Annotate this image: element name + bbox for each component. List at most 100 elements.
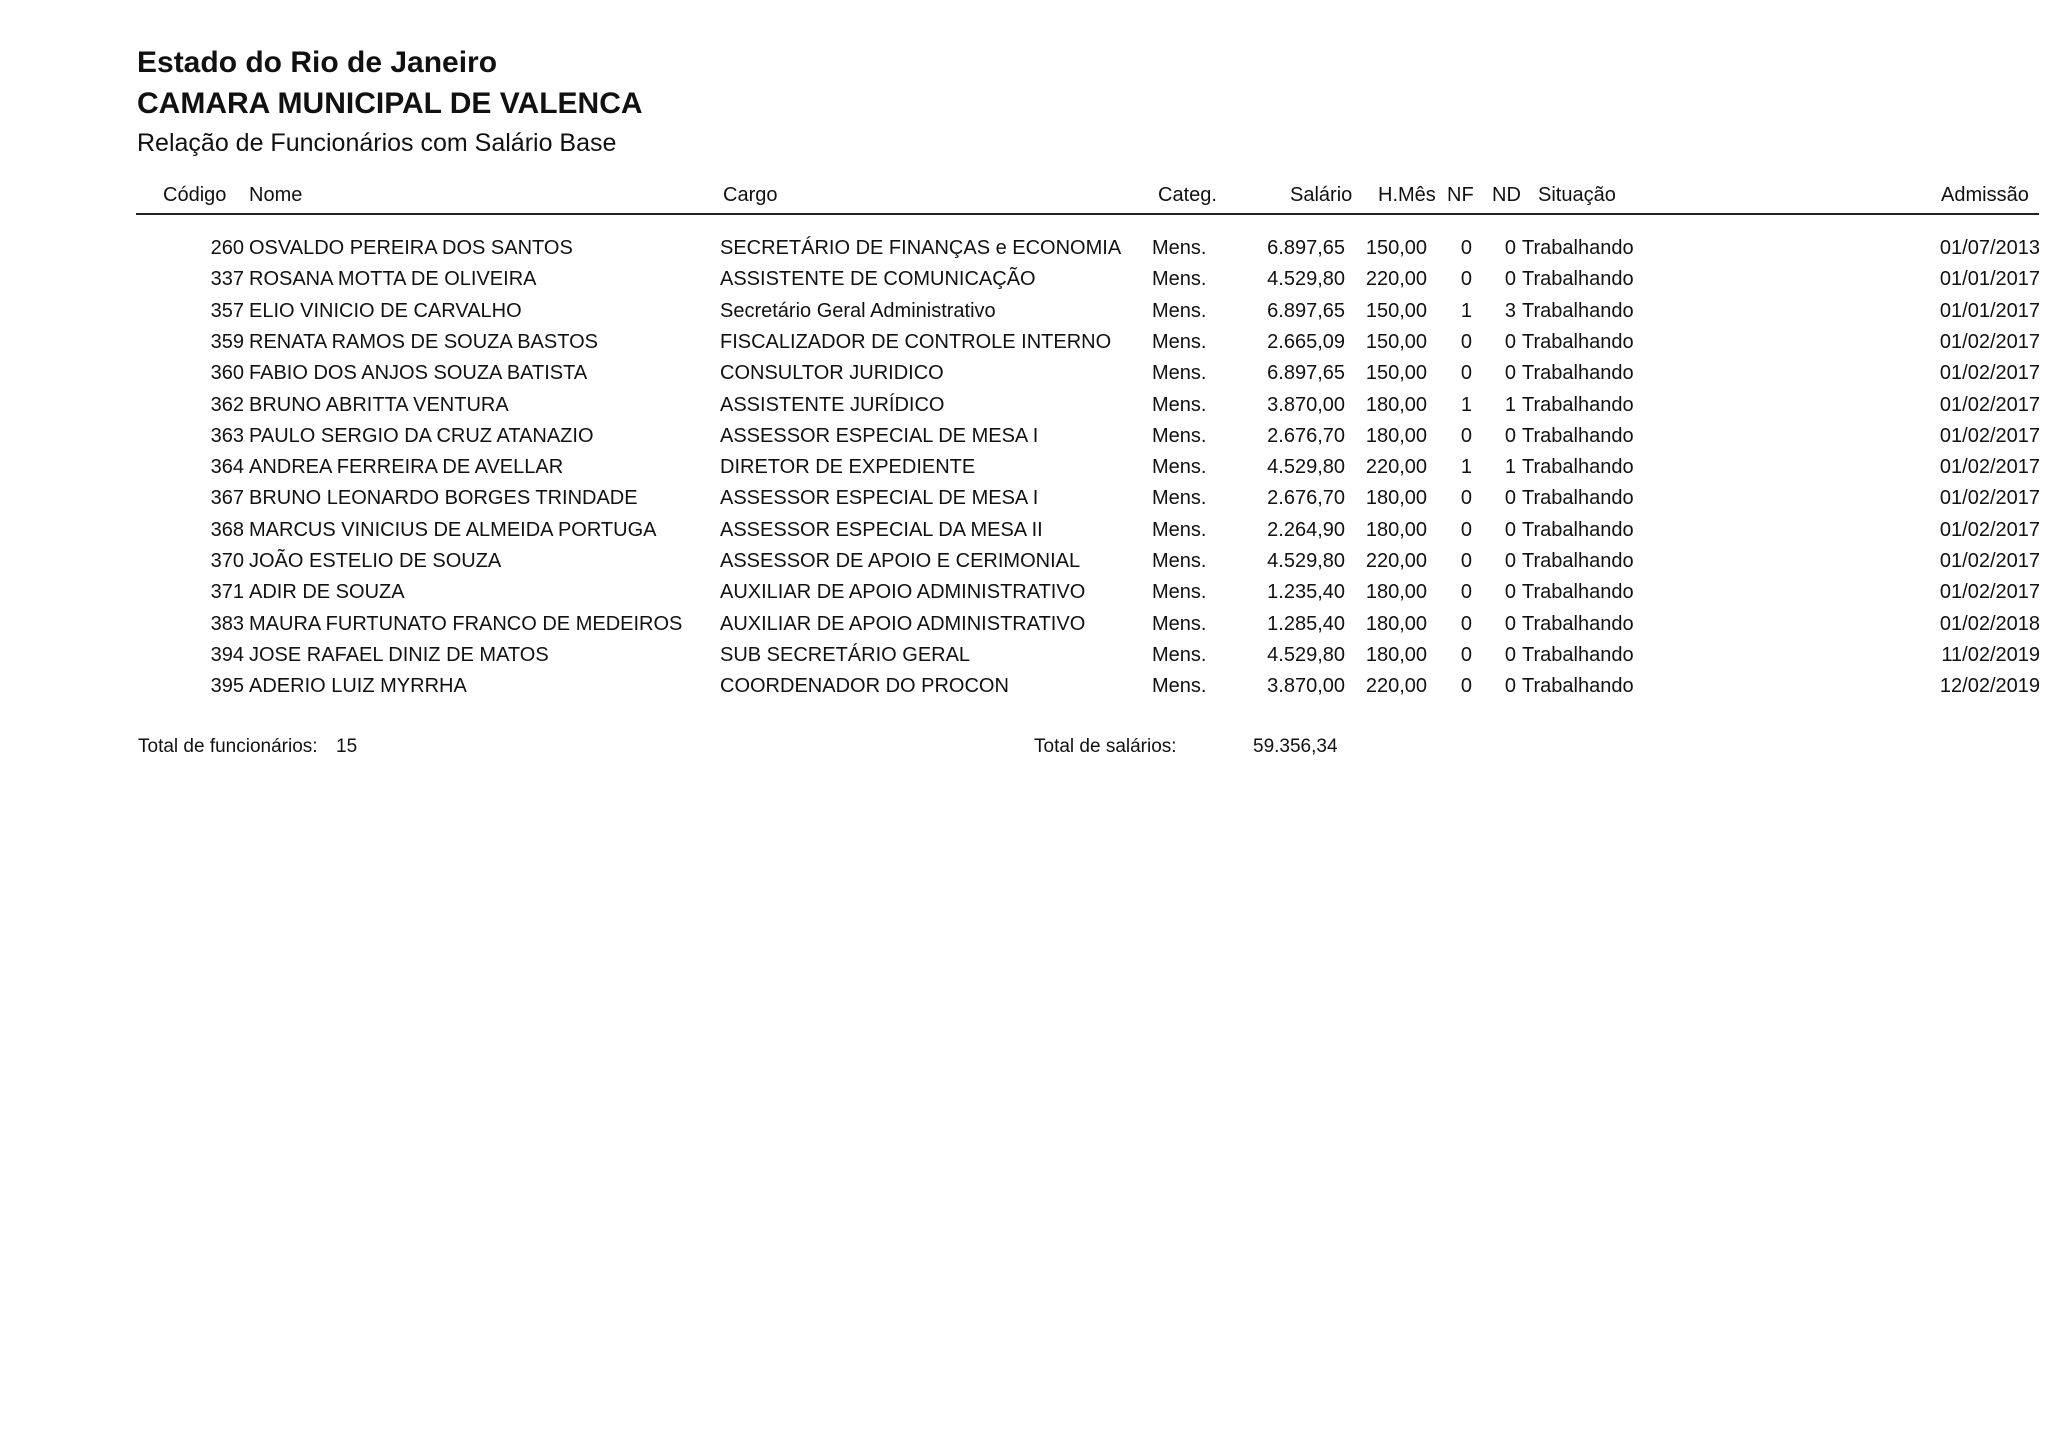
col-situacao: Situação [1538,184,1616,206]
cell-admissao: 01/02/2017 [1939,487,2040,510]
cell-situacao: Trabalhando [1522,299,1634,322]
cell-salario: 2.676,70 [1267,424,1345,447]
cell-nd: 3 [1504,299,1516,322]
table-row: 395 ADERIO LUIZ MYRRHA COORDENADOR DO PROC… [0,675,2056,706]
cell-situacao: Trabalhando [1522,362,1634,385]
cell-hmes: 150,00 [1365,330,1427,353]
cell-situacao: Trabalhando [1522,550,1634,572]
table-row: 357 ELIO VINICIO DE CARVALHO Secretário Ge… [0,300,2056,331]
total-salaries-label: Total de salários: [1034,736,1177,757]
cell-nome: ELIO VINICIO DE CARVALHO [249,299,522,322]
cell-situacao: Trabalhando [1522,675,1634,698]
cell-nf: 0 [1460,643,1472,666]
col-nome: Nome [249,184,303,206]
cell-categ: Mens. [1152,424,1207,447]
cell-categ: Mens. [1152,393,1207,416]
cell-nf: 0 [1460,330,1472,353]
table-row: 360 FABIO DOS ANJOS SOUZA BATISTA CONSULTO… [0,362,2056,393]
col-admissao: Admissão [1941,184,2029,206]
cell-salario: 4.529,80 [1267,456,1345,479]
table-row: 363 PAULO SERGIO DA CRUZ ATANAZIO ASSESSOR… [0,425,2056,456]
cell-nd: 1 [1504,393,1516,416]
cell-salario: 4.529,80 [1267,550,1345,572]
cell-nd: 0 [1504,237,1516,259]
cell-cargo: FISCALIZADOR DE CONTROLE INTERNO [720,330,1112,353]
cell-codigo: 357 [210,299,244,322]
cell-salario: 6.897,65 [1267,362,1345,385]
total-employees-value: 15 [336,736,358,757]
table-row: 367 BRUNO LEONARDO BORGES TRINDADE ASSESSO… [0,487,2056,518]
cell-nd: 0 [1504,330,1516,353]
cell-nf: 1 [1460,299,1472,322]
cell-categ: Mens. [1152,550,1207,572]
cell-salario: 2.264,90 [1267,518,1345,541]
table-row: 371 ADIR DE SOUZA AUXILIAR DE APOIO ADMINI… [0,581,2056,612]
table-row: 383 MAURA FURTUNATO FRANCO DE MEDEIROS AUX… [0,613,2056,644]
cell-categ: Mens. [1152,675,1207,698]
cell-nome: OSVALDO PEREIRA DOS SANTOS [249,237,573,259]
cell-nome: ANDREA FERREIRA DE AVELLAR [249,456,564,479]
cell-codigo: 363 [210,424,244,447]
cell-cargo: ASSISTENTE DE COMUNICAÇÃO [720,268,1036,291]
cell-hmes: 180,00 [1365,393,1427,416]
cell-nf: 0 [1460,424,1472,447]
cell-cargo: ASSESSOR ESPECIAL DE MESA I [720,424,1039,447]
cell-admissao: 01/02/2017 [1939,550,2040,572]
cell-situacao: Trabalhando [1522,518,1634,541]
cell-categ: Mens. [1152,330,1207,353]
cell-hmes: 220,00 [1365,675,1427,698]
cell-cargo: AUXILIAR DE APOIO ADMINISTRATIVO [720,581,1086,604]
cell-admissao: 01/02/2017 [1939,330,2040,353]
cell-nome: RENATA RAMOS DE SOUZA BASTOS [249,330,598,353]
cell-nome: PAULO SERGIO DA CRUZ ATANAZIO [249,424,594,447]
cell-nd: 0 [1504,675,1516,698]
cell-categ: Mens. [1152,456,1207,479]
cell-categ: Mens. [1152,487,1207,510]
cell-nome: JOSE RAFAEL DINIZ DE MATOS [249,643,549,666]
cell-categ: Mens. [1152,643,1207,666]
table-row: 370 JOÃO ESTELIO DE SOUZA ASSESSOR DE APOI… [0,550,2056,581]
cell-nf: 0 [1460,550,1472,572]
cell-hmes: 220,00 [1365,550,1427,572]
cell-salario: 3.870,00 [1267,675,1345,698]
cell-situacao: Trabalhando [1522,581,1634,604]
cell-salario: 6.897,65 [1267,237,1345,259]
cell-hmes: 220,00 [1365,268,1427,291]
cell-nd: 0 [1504,424,1516,447]
cell-nf: 0 [1460,581,1472,604]
table-row: 368 MARCUS VINICIUS DE ALMEIDA PORTUGA ASS… [0,519,2056,550]
cell-categ: Mens. [1152,581,1207,604]
cell-codigo: 368 [210,518,244,541]
cell-nd: 0 [1504,362,1516,385]
table-row: 394 JOSE RAFAEL DINIZ DE MATOS SUB SECRETÁ… [0,644,2056,675]
cell-nf: 0 [1460,675,1472,698]
cell-situacao: Trabalhando [1522,268,1634,291]
cell-nf: 1 [1460,393,1472,416]
cell-situacao: Trabalhando [1522,330,1634,353]
cell-nd: 0 [1504,268,1516,291]
cell-nf: 0 [1460,362,1472,385]
cell-admissao: 01/01/2017 [1939,268,2040,291]
col-hmes: H.Mês [1378,184,1436,206]
total-employees-label: Total de funcionários: [138,736,318,757]
cell-salario: 2.676,70 [1267,487,1345,510]
cell-admissao: 12/02/2019 [1939,675,2040,698]
table-row: 364 ANDREA FERREIRA DE AVELLAR DIRETOR DE … [0,456,2056,487]
cell-codigo: 360 [210,362,244,385]
col-codigo: Código [163,184,227,206]
cell-codigo: 362 [210,393,244,416]
cell-situacao: Trabalhando [1522,424,1634,447]
cell-codigo: 364 [210,456,244,479]
state-heading: Estado do Rio de Janeiro [137,46,498,79]
report-title: Relação de Funcionários com Salário Base [137,129,617,157]
table-row: 362 BRUNO ABRITTA VENTURA ASSISTENTE JURÍD… [0,394,2056,425]
cell-admissao: 01/02/2017 [1939,424,2040,447]
cell-nf: 0 [1460,487,1472,510]
col-cargo: Cargo [723,184,778,206]
cell-situacao: Trabalhando [1522,612,1634,635]
cell-codigo: 367 [210,487,244,510]
header-rule [136,213,2039,215]
cell-nome: ADERIO LUIZ MYRRHA [249,675,467,698]
cell-nf: 1 [1460,456,1472,479]
cell-categ: Mens. [1152,268,1207,291]
